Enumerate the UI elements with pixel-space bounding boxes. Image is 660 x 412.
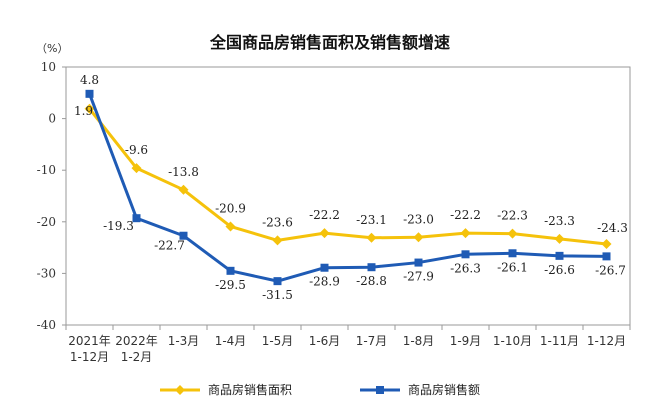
series-1-point bbox=[414, 258, 423, 267]
x-tick-label: 2021年 bbox=[68, 334, 111, 348]
series-1-point bbox=[555, 251, 564, 260]
y-tick-label: -10 bbox=[37, 163, 56, 177]
series-0-point bbox=[507, 228, 518, 239]
series-line-0 bbox=[88, 107, 607, 246]
series-0-point bbox=[272, 235, 283, 246]
data-label: -31.5 bbox=[262, 288, 293, 302]
series-line-1 bbox=[88, 93, 607, 283]
data-label: -28.8 bbox=[356, 274, 387, 288]
legend: 商品房销售面积 商品房销售额 bbox=[160, 382, 480, 397]
x-tick-label: 1-3月 bbox=[168, 334, 200, 348]
series-1-point bbox=[367, 263, 376, 272]
x-tick-label: 1-8月 bbox=[403, 334, 435, 348]
x-tick-label: 2022年 bbox=[115, 334, 158, 348]
series-0-point bbox=[460, 228, 471, 239]
x-tick-label: 1-12月 bbox=[70, 350, 109, 364]
data-label: 1.9 bbox=[74, 104, 93, 118]
x-tick-label: 1-2月 bbox=[121, 350, 153, 364]
data-label: -26.1 bbox=[497, 260, 528, 274]
data-label: -26.6 bbox=[544, 263, 575, 277]
series-1-point bbox=[508, 249, 517, 258]
x-tick-label: 1-12月 bbox=[587, 334, 626, 348]
legend-marker bbox=[376, 386, 384, 394]
chart-title: 全国商品房销售面积及销售额增速 bbox=[209, 33, 450, 52]
data-label: -23.0 bbox=[403, 212, 434, 226]
x-tick-label: 1-4月 bbox=[215, 334, 247, 348]
data-label: 4.8 bbox=[80, 73, 99, 87]
data-label: -22.2 bbox=[450, 208, 481, 222]
data-label: -23.1 bbox=[356, 213, 387, 227]
data-label: -19.3 bbox=[103, 219, 134, 233]
series-1-point bbox=[85, 89, 94, 98]
axes bbox=[65, 66, 631, 326]
y-tick-label: -30 bbox=[37, 266, 56, 280]
y-tick-label: -40 bbox=[37, 318, 56, 332]
y-axis-unit: （%） bbox=[36, 42, 68, 55]
series-0-point bbox=[601, 238, 612, 249]
series-1-point bbox=[320, 263, 329, 272]
series-0-point bbox=[413, 232, 424, 243]
data-label: -22.2 bbox=[309, 208, 340, 222]
x-tick-label: 1-10月 bbox=[493, 334, 532, 348]
series-0-point bbox=[554, 233, 565, 244]
series-1-point bbox=[602, 252, 611, 261]
data-label: -22.7 bbox=[154, 239, 185, 253]
y-tick-label: -20 bbox=[37, 215, 56, 229]
data-label: -26.3 bbox=[450, 261, 481, 275]
series-0-point bbox=[84, 103, 95, 114]
x-tick-label: 1-6月 bbox=[309, 334, 341, 348]
data-label: -13.8 bbox=[168, 165, 199, 179]
data-label: -27.9 bbox=[403, 270, 434, 284]
series-0-point bbox=[225, 221, 236, 232]
series-0-point bbox=[178, 184, 189, 195]
x-axis-ticks: 2021年 1-12月 2022年 1-2月 1-3月 1-4月 1-5月 1-6月 1-7月 1… bbox=[65, 325, 631, 364]
series-layer bbox=[84, 89, 612, 286]
data-label: -26.7 bbox=[595, 263, 626, 277]
x-tick-label: 1-9月 bbox=[450, 334, 482, 348]
y-tick-label: 10 bbox=[41, 60, 56, 74]
x-tick-label: 1-7月 bbox=[356, 334, 388, 348]
series-1-point bbox=[132, 214, 141, 223]
data-label: -23.3 bbox=[544, 214, 575, 228]
legend-label: 商品房销售面积 bbox=[208, 382, 292, 397]
series-0-point bbox=[366, 232, 377, 243]
data-label: -9.6 bbox=[125, 143, 148, 157]
legend-marker bbox=[175, 385, 185, 395]
data-label: -29.5 bbox=[215, 278, 246, 292]
data-label: -28.9 bbox=[309, 275, 340, 289]
series-0-point bbox=[319, 228, 330, 239]
series-0-point bbox=[131, 163, 142, 174]
data-label: -23.6 bbox=[262, 215, 293, 229]
x-tick-label: 1-11月 bbox=[540, 334, 579, 348]
y-axis-ticks: 10 0 -10 -20 -30 -40 bbox=[37, 60, 66, 332]
series-1-point bbox=[179, 231, 188, 240]
series-1-point bbox=[226, 266, 235, 275]
series-1-point bbox=[461, 250, 470, 259]
y-tick-label: 0 bbox=[48, 112, 56, 126]
data-label: -22.3 bbox=[497, 209, 528, 223]
series-1-point bbox=[273, 277, 282, 286]
data-label: -20.9 bbox=[215, 201, 246, 215]
legend-label: 商品房销售额 bbox=[408, 382, 480, 397]
data-label: -24.3 bbox=[597, 221, 628, 235]
x-tick-label: 1-5月 bbox=[262, 334, 294, 348]
plot-frame bbox=[65, 66, 631, 326]
data-labels: 1.9 -9.6 -13.8 -20.9 -23.6 -22.2 -23.1 -23.0 -22… bbox=[74, 73, 628, 302]
